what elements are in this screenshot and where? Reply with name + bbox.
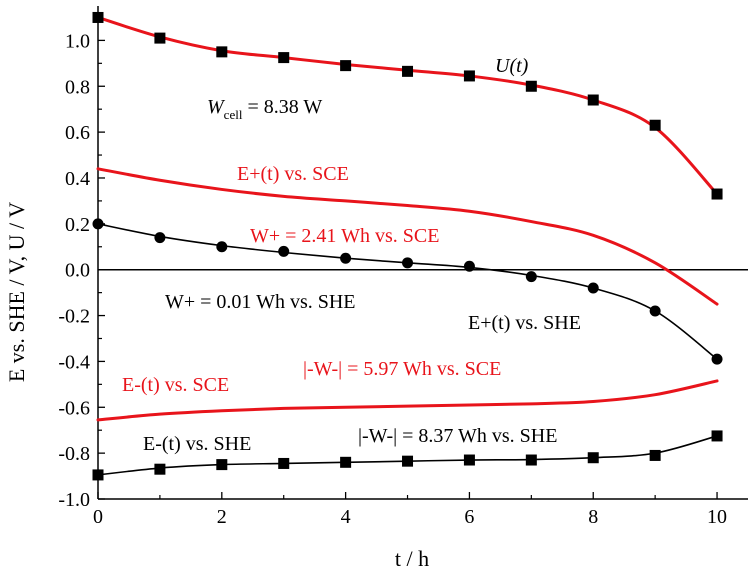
data-point (463, 70, 475, 82)
data-point (711, 430, 723, 442)
annotation-e-minus-sce: E-(t) vs. SCE (122, 374, 229, 396)
x-tick-label: 10 (707, 506, 727, 528)
y-tick-label: 1.0 (65, 30, 90, 52)
y-tick-label: 0.4 (65, 168, 90, 190)
y-tick-label: -0.4 (58, 351, 90, 373)
data-point (216, 241, 228, 253)
data-point (463, 260, 475, 272)
x-tick-label: 2 (217, 506, 227, 528)
data-point (587, 282, 599, 294)
y-tick-label: -0.2 (58, 306, 90, 328)
y-axis-title: E vs. SHE / V, U / V (4, 202, 29, 382)
data-point (92, 11, 104, 23)
y-tick-label: 0.0 (65, 260, 90, 282)
data-point (402, 455, 414, 467)
x-tick-label: 0 (93, 506, 103, 528)
plot-area: 0 2 4 6 8 10 1.0 0.8 0.6 0.4 0.2 0.0 -0.2 -0.4 -0.6 -0.… (58, 6, 748, 528)
annotation-e-plus-sce: E+(t) vs. SCE (237, 163, 349, 185)
y-tick-label: -1.0 (58, 489, 90, 511)
series-U (92, 11, 723, 200)
data-point (587, 94, 599, 106)
series-E_plus_SCE (96, 167, 719, 306)
annotation-w-plus-she: W+ = 0.01 Wh vs. SHE (165, 291, 356, 313)
data-point (92, 218, 104, 230)
annotation-w-minus-she: |-W-| = 8.37 Wh vs. SHE (358, 425, 557, 447)
data-point (278, 245, 290, 257)
x-tick-label: 6 (464, 506, 474, 528)
annotation-w-minus-sce: |-W-| = 5.97 Wh vs. SCE (303, 358, 501, 380)
data-point (154, 463, 166, 475)
data-point (649, 119, 661, 131)
data-point (216, 46, 228, 58)
data-point (525, 271, 537, 283)
data-point (402, 65, 414, 77)
y-tick-label: -0.8 (58, 443, 90, 465)
data-point (649, 305, 661, 317)
annotation-w-cell: Wcell = 8.38 W (207, 96, 322, 122)
x-tick-label: 4 (341, 506, 351, 528)
y-tick-label: -0.6 (58, 397, 90, 419)
series-line-E_plus_SCE (96, 167, 719, 306)
y-tick-label: 0.6 (65, 122, 90, 144)
x-axis-title: t / h (395, 546, 429, 571)
annotation-u: U(t) (495, 55, 529, 77)
data-point (154, 32, 166, 44)
y-tick-label: 0.8 (65, 76, 90, 98)
data-point (340, 252, 352, 264)
series-E_plus_SHE (92, 218, 723, 365)
data-point (340, 60, 352, 72)
data-point (463, 454, 475, 466)
data-point (216, 459, 228, 471)
data-point (278, 52, 290, 64)
series-line-U (96, 15, 719, 196)
annotation-e-plus-she: E+(t) vs. SHE (468, 312, 581, 334)
data-point (402, 257, 414, 269)
series-E_minus_SHE (92, 430, 723, 481)
series-line-E_minus_SCE (96, 379, 719, 422)
annotation-e-minus-she: E-(t) vs. SHE (143, 433, 251, 455)
data-point (92, 469, 104, 481)
data-point (525, 80, 537, 92)
data-point (587, 452, 599, 464)
data-point (525, 454, 537, 466)
data-point (711, 188, 723, 200)
data-point (278, 457, 290, 469)
y-tick-label: 0.2 (65, 214, 90, 236)
series-E_minus_SCE (96, 379, 719, 422)
data-point (340, 456, 352, 468)
data-point (649, 449, 661, 461)
x-tick-label: 8 (588, 506, 598, 528)
annotation-w-plus-sce: W+ = 2.41 Wh vs. SCE (250, 225, 439, 247)
data-point (154, 232, 166, 244)
data-point (711, 353, 723, 365)
